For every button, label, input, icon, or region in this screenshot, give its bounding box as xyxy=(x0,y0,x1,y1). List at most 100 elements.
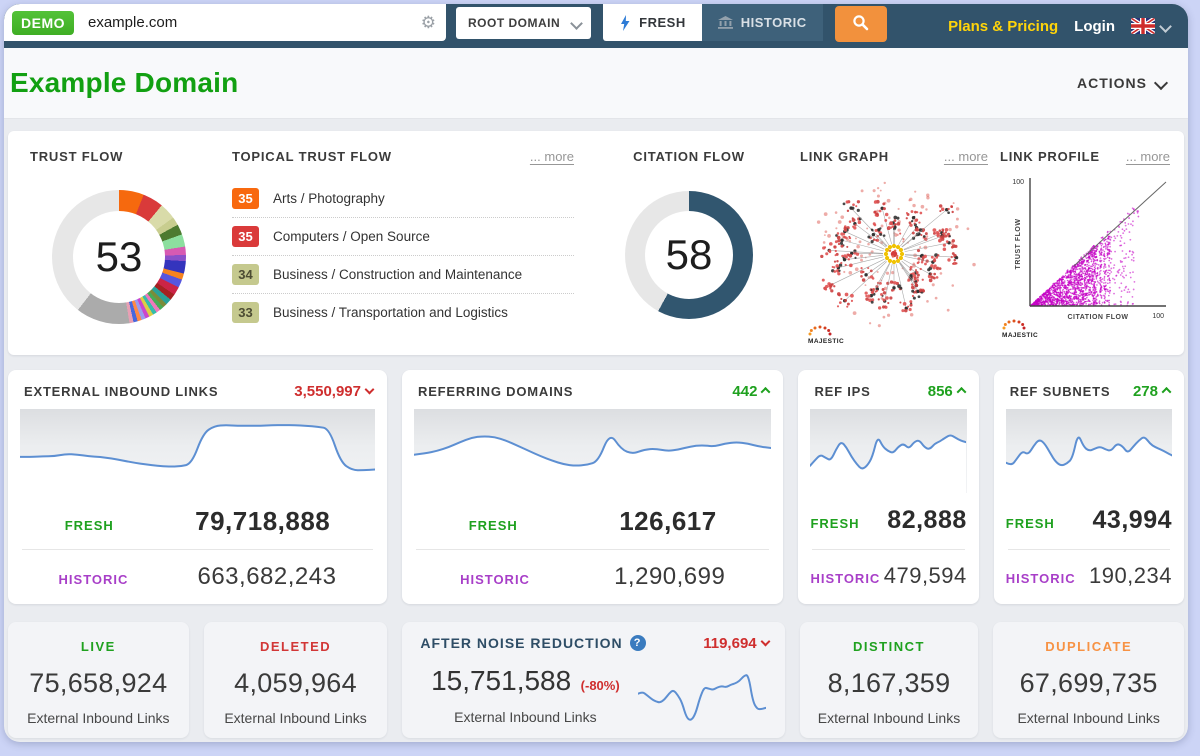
distinct-sub: External Inbound Links xyxy=(817,710,961,726)
chevron-down-icon xyxy=(364,384,375,395)
topic-label: Computers / Open Source xyxy=(273,229,430,244)
citation-flow-title: CITATION FLOW xyxy=(633,149,745,164)
topic-label: Business / Construction and Maintenance xyxy=(273,267,523,282)
trend-sparkline xyxy=(414,409,772,493)
duplicate-links-card: DUPLICATE 67,699,735 External Inbound Li… xyxy=(993,622,1184,738)
bank-icon xyxy=(717,16,733,29)
topical-row[interactable]: 34 Business / Construction and Maintenan… xyxy=(232,256,574,294)
root-domain-select[interactable]: ROOT DOMAIN xyxy=(456,7,592,39)
link-profile-title: LINK PROFILE xyxy=(1000,149,1100,164)
topical-trust-flow-section: TOPICAL TRUST FLOW ... more 35 Arts / Ph… xyxy=(218,143,584,343)
fresh-label: FRESH xyxy=(810,516,860,531)
summary-cards-row: LIVE 75,658,924 External Inbound Links D… xyxy=(8,622,1184,738)
svg-text:CITATION FLOW: CITATION FLOW xyxy=(1067,314,1128,321)
ref-subnets-card: REF SUBNETS 278 FRESH 43,994 HISTORIC 19… xyxy=(993,370,1184,604)
deleted-sub: External Inbound Links xyxy=(224,710,367,726)
duplicate-label: DUPLICATE xyxy=(1045,639,1133,654)
chevron-up-icon xyxy=(1161,386,1172,397)
distinct-value: 8,167,359 xyxy=(827,668,951,698)
noise-sub: External Inbound Links xyxy=(454,709,597,725)
tab-historic-label: HISTORIC xyxy=(740,15,807,30)
link-profile-more-link[interactable]: ... more xyxy=(1125,149,1170,164)
distinct-links-card: DISTINCT 8,167,359 External Inbound Link… xyxy=(799,622,979,738)
topical-row[interactable]: 33 Business / Transportation and Logisti… xyxy=(232,294,574,331)
delta-value[interactable]: 3,550,997 xyxy=(294,383,375,400)
actions-menu-button[interactable]: ACTIONS xyxy=(1077,75,1169,91)
citation-flow-section: CITATION FLOW 58 xyxy=(584,143,794,343)
fresh-label: FRESH xyxy=(64,518,114,533)
historic-label: HISTORIC xyxy=(1005,571,1076,586)
trend-sparkline xyxy=(20,409,375,493)
overview-panel: TRUST FLOW 53 TOPICAL TRUST FLOW ... mor… xyxy=(8,131,1184,355)
card-title: REFERRING DOMAINS xyxy=(418,384,574,399)
distinct-label: DISTINCT xyxy=(853,639,925,654)
citation-flow-value: 58 xyxy=(665,231,713,279)
fresh-label: FRESH xyxy=(468,518,518,533)
card-title: REF SUBNETS xyxy=(1009,384,1111,399)
trust-flow-value: 53 xyxy=(95,233,143,280)
duplicate-value: 67,699,735 xyxy=(1019,668,1158,698)
delta-value[interactable]: 442 xyxy=(732,383,771,400)
topic-score-badge: 35 xyxy=(232,226,259,247)
fresh-value: 126,617 xyxy=(619,506,717,536)
live-value: 75,658,924 xyxy=(29,668,168,698)
svg-text:TRUST FLOW: TRUST FLOW xyxy=(1015,219,1022,270)
historic-label: HISTORIC xyxy=(810,571,881,586)
live-links-card: LIVE 75,658,924 External Inbound Links xyxy=(8,622,189,738)
language-selector[interactable] xyxy=(1131,18,1172,34)
tab-historic[interactable]: HISTORIC xyxy=(701,4,823,41)
chevron-down-icon xyxy=(1153,75,1169,91)
historic-value: 1,290,699 xyxy=(614,563,726,590)
card-title: REF IPS xyxy=(814,384,871,399)
deleted-links-card: DELETED 4,059,964 External Inbound Links xyxy=(203,622,388,738)
deleted-value: 4,059,964 xyxy=(234,668,357,698)
historic-value: 663,682,243 xyxy=(197,563,337,590)
link-graph-section: LINK GRAPH ... more MAJESTIC xyxy=(794,143,994,345)
chevron-down-icon xyxy=(1159,19,1172,33)
topical-row[interactable]: 35 Computers / Open Source xyxy=(232,218,574,256)
uk-flag-icon xyxy=(1131,18,1155,34)
top-navigation: DEMO ⚙ ROOT DOMAIN FRESH xyxy=(4,4,1188,48)
actions-label: ACTIONS xyxy=(1077,75,1147,91)
topic-label: Arts / Photography xyxy=(273,191,385,206)
link-graph-more-link[interactable]: ... more xyxy=(943,149,988,164)
delta-value[interactable]: 856 xyxy=(928,383,967,400)
historic-label: HISTORIC xyxy=(58,572,129,587)
chevron-down-icon xyxy=(570,16,584,30)
tab-fresh-label: FRESH xyxy=(639,15,686,30)
topical-title: TOPICAL TRUST FLOW xyxy=(232,149,392,164)
index-tabs: FRESH HISTORIC xyxy=(603,4,823,41)
fresh-value: 79,718,888 xyxy=(195,506,331,536)
link-graph-title: LINK GRAPH xyxy=(800,149,889,164)
help-icon[interactable]: ? xyxy=(629,635,646,651)
delta-value[interactable]: 278 xyxy=(1133,383,1172,400)
search-button[interactable] xyxy=(834,6,887,42)
metric-cards-row: EXTERNAL INBOUND LINKS 3,550,997 FRESH 7… xyxy=(8,370,1184,604)
search-icon xyxy=(852,14,869,34)
site-search-box[interactable]: DEMO ⚙ xyxy=(4,4,446,41)
link-graph-visualization[interactable]: MAJESTIC xyxy=(800,168,988,351)
citation-flow-donut: 58 xyxy=(625,191,753,320)
login-link[interactable]: Login xyxy=(1074,17,1115,35)
chevron-down-icon xyxy=(760,636,771,647)
noise-delta[interactable]: 119,694 xyxy=(703,635,771,652)
tab-fresh[interactable]: FRESH xyxy=(603,4,702,41)
svg-text:100: 100 xyxy=(1012,179,1024,186)
gear-icon[interactable]: ⚙ xyxy=(420,13,436,32)
trust-flow-section: TRUST FLOW 53 xyxy=(22,143,218,343)
search-input[interactable] xyxy=(86,13,421,32)
link-profile-section: LINK PROFILE ... more 100 100 TRUST FLOW CI… xyxy=(994,143,1170,343)
topic-score-badge: 34 xyxy=(232,264,259,285)
trust-flow-title: TRUST FLOW xyxy=(30,149,124,164)
link-profile-scatter[interactable]: 100 100 TRUST FLOW CITATION FLOW MAJESTIC xyxy=(1000,168,1170,351)
after-noise-reduction-card: AFTER NOISE REDUCTION ? 119,694 15,751,5… xyxy=(402,622,785,738)
plans-pricing-link[interactable]: Plans & Pricing xyxy=(948,17,1059,35)
topical-row[interactable]: 35 Arts / Photography xyxy=(232,180,574,218)
demo-badge: DEMO xyxy=(12,10,74,35)
trust-flow-donut: 53 xyxy=(52,190,186,324)
topical-more-link[interactable]: ... more xyxy=(529,149,574,164)
page-title: Example Domain xyxy=(10,67,239,98)
fresh-value: 82,888 xyxy=(887,506,967,534)
fresh-label: FRESH xyxy=(1005,516,1055,531)
live-label: LIVE xyxy=(80,639,116,654)
